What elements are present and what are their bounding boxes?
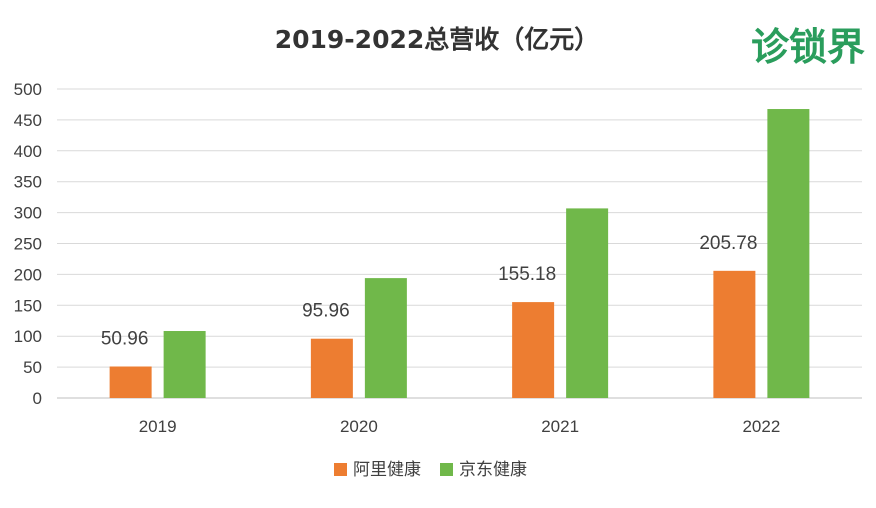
bar-ali-2020	[310, 338, 353, 398]
y-tick-label: 200	[14, 265, 42, 284]
data-label: 205.78	[699, 233, 757, 254]
y-tick-label: 0	[33, 389, 42, 408]
data-label: 155.18	[498, 264, 556, 285]
site-logo: 诊锁界	[751, 25, 865, 69]
bar-ali-2022	[713, 270, 756, 398]
bar-jd-2019	[163, 331, 206, 398]
y-tick-label: 100	[14, 327, 42, 346]
bars	[109, 109, 810, 399]
y-tick-label: 500	[14, 80, 42, 99]
x-tick-label: 2022	[742, 417, 780, 436]
bar-jd-2021	[566, 208, 609, 398]
data-label: 95.96	[302, 301, 350, 322]
y-axis: 0 50 100 150 200 250 300 350 400 450 500	[14, 80, 42, 408]
bar-ali-2021	[512, 302, 555, 398]
legend-label: 京东健康	[459, 460, 527, 480]
bar-jd-2020	[364, 278, 407, 398]
legend: 阿里健康 京东健康	[334, 460, 527, 480]
y-tick-label: 150	[14, 296, 42, 315]
x-tick-label: 2021	[541, 417, 579, 436]
legend-label: 阿里健康	[353, 460, 421, 480]
data-label: 50.96	[101, 329, 149, 350]
y-tick-label: 300	[14, 204, 42, 223]
x-tick-label: 2020	[340, 417, 378, 436]
legend-swatch	[334, 463, 347, 476]
bar-ali-2019	[109, 366, 152, 398]
y-tick-label: 250	[14, 235, 42, 254]
bar-jd-2022	[767, 109, 810, 399]
y-tick-label: 50	[23, 358, 42, 377]
y-tick-label: 350	[14, 173, 42, 192]
chart-title: 2019-2022总营收（亿元）	[275, 25, 600, 54]
y-tick-label: 400	[14, 142, 42, 161]
legend-swatch	[440, 463, 453, 476]
x-tick-label: 2019	[139, 417, 177, 436]
data-labels: 50.96 95.96 155.18 205.78	[101, 233, 758, 350]
y-tick-label: 450	[14, 111, 42, 130]
x-axis: 2019 2020 2021 2022	[139, 417, 781, 436]
